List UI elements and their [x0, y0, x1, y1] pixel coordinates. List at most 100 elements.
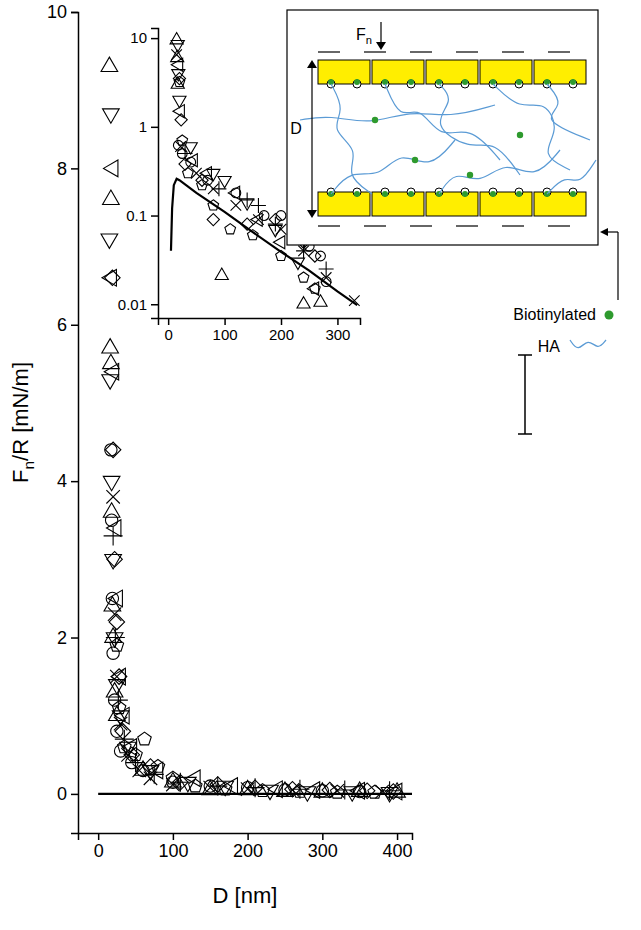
- marker: [276, 211, 286, 221]
- series: [105, 270, 401, 799]
- biotin-dot: [412, 157, 418, 163]
- marker: [105, 514, 117, 526]
- tick-label: 0.1: [126, 207, 147, 224]
- protein-block: [372, 60, 424, 84]
- marker: [103, 503, 120, 517]
- ha-chain: [385, 84, 500, 160]
- binding-pocket: [461, 80, 469, 88]
- tick-mark: [71, 325, 78, 327]
- tick-label: 8: [57, 159, 67, 179]
- biotin-dot: [516, 191, 522, 197]
- series: [105, 444, 366, 798]
- binding-pocket: [515, 80, 523, 88]
- x-axis-title: D [nm]: [213, 883, 278, 908]
- marker: [121, 748, 134, 761]
- binding-pocket: [381, 188, 389, 196]
- marker: [296, 243, 311, 258]
- marker: [105, 442, 120, 457]
- key-label: HA: [538, 338, 561, 355]
- tick-mark: [151, 127, 158, 129]
- marker: [208, 777, 227, 796]
- arrow-head: [307, 60, 317, 68]
- marker: [218, 176, 231, 187]
- marker: [310, 283, 321, 293]
- force-label: Fn: [356, 26, 372, 46]
- tick-label: 0: [164, 326, 172, 343]
- marker: [102, 375, 119, 389]
- marker: [171, 58, 182, 71]
- biotin-dot: [490, 191, 496, 197]
- binding-pocket: [461, 188, 469, 196]
- tick: 4: [57, 471, 78, 491]
- marker: [178, 146, 193, 161]
- tick-mark: [397, 833, 399, 840]
- protein-block: [480, 60, 532, 84]
- biotin-dot: [570, 79, 576, 85]
- tick-mark: [151, 304, 158, 306]
- surface-dash: [456, 225, 478, 226]
- marker: [151, 759, 165, 772]
- tick-label: 0: [94, 841, 104, 861]
- text-part: F: [8, 470, 33, 483]
- protein-block: [372, 192, 424, 216]
- marker: [101, 234, 118, 248]
- key-dot: [605, 311, 614, 320]
- marker: [319, 261, 334, 276]
- biotin-dot: [354, 79, 360, 85]
- text-part: /R [mN/m]: [8, 362, 33, 461]
- tick: 300: [325, 318, 350, 343]
- tick-label: 1: [139, 118, 147, 135]
- ha-chain: [331, 140, 455, 194]
- marker: [186, 770, 200, 787]
- marker: [368, 785, 382, 798]
- scale-bar-cap: [518, 433, 532, 435]
- marker: [106, 628, 125, 647]
- marker: [215, 268, 228, 279]
- surface-dash: [410, 225, 432, 226]
- ha-chain: [493, 84, 570, 170]
- marker: [106, 592, 118, 604]
- biotin-dot: [570, 191, 576, 197]
- marker: [111, 668, 125, 685]
- surface-dash: [502, 225, 524, 226]
- binding-pocket: [407, 80, 415, 88]
- binding-pocket: [353, 188, 361, 196]
- ha-chain: [331, 84, 372, 194]
- binding-pocket: [327, 188, 335, 196]
- marker: [101, 57, 118, 71]
- binding-pocket: [569, 80, 577, 88]
- tick-mark: [71, 12, 78, 14]
- tick: 0.01: [118, 296, 158, 313]
- marker: [103, 190, 120, 204]
- tick-mark: [168, 318, 170, 325]
- tick: 2: [57, 628, 78, 648]
- marker: [171, 41, 184, 52]
- marker: [138, 732, 152, 745]
- surface-dash: [364, 51, 386, 52]
- arrow-head: [600, 228, 608, 236]
- binding-pocket: [353, 80, 361, 88]
- marker: [316, 785, 328, 797]
- tick: 6: [57, 315, 78, 335]
- biotin-dot: [408, 79, 414, 85]
- binding-pocket: [543, 188, 551, 196]
- marker: [314, 295, 327, 306]
- protein-block: [426, 192, 478, 216]
- tick-mark: [247, 833, 249, 840]
- biotin-dot: [408, 191, 414, 197]
- marker: [104, 526, 123, 545]
- y-axis-title: Fn/R [mN/m]: [8, 362, 37, 483]
- marker: [175, 141, 186, 152]
- marker: [259, 211, 269, 221]
- marker: [171, 773, 190, 792]
- x-axis: 0100200300: [159, 318, 361, 343]
- axis-line: [71, 13, 79, 834]
- series: [101, 109, 398, 802]
- marker: [197, 180, 208, 190]
- marker: [231, 188, 241, 198]
- tick: 0.1: [126, 207, 158, 224]
- biotin-dot: [517, 132, 523, 138]
- surface-dash: [548, 225, 570, 226]
- tick-label: 200: [269, 326, 294, 343]
- marker: [103, 109, 120, 123]
